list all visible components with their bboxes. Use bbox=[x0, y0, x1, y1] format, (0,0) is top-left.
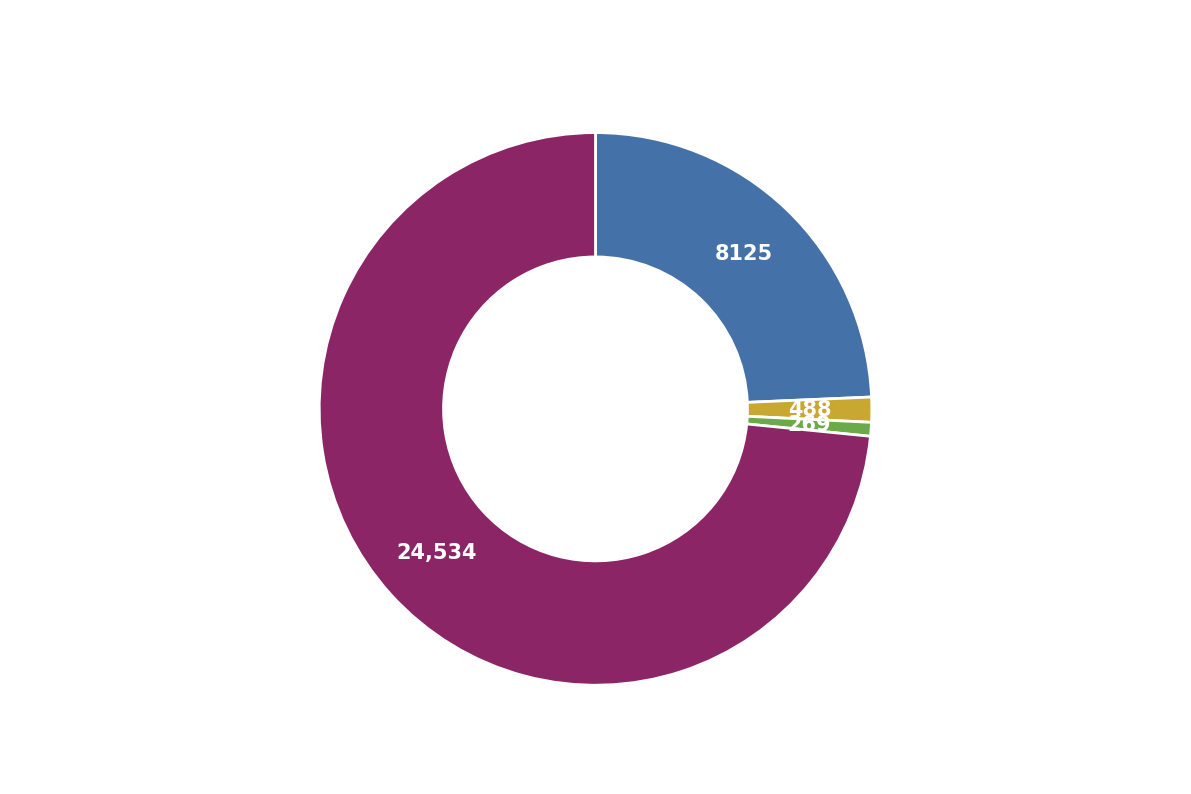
Wedge shape bbox=[747, 397, 872, 422]
Text: 488: 488 bbox=[788, 399, 831, 419]
Text: 269: 269 bbox=[787, 414, 831, 435]
Text: 24,534: 24,534 bbox=[397, 542, 478, 563]
Wedge shape bbox=[747, 416, 872, 436]
Wedge shape bbox=[319, 133, 871, 685]
Text: 8125: 8125 bbox=[715, 245, 773, 264]
Wedge shape bbox=[596, 133, 872, 403]
